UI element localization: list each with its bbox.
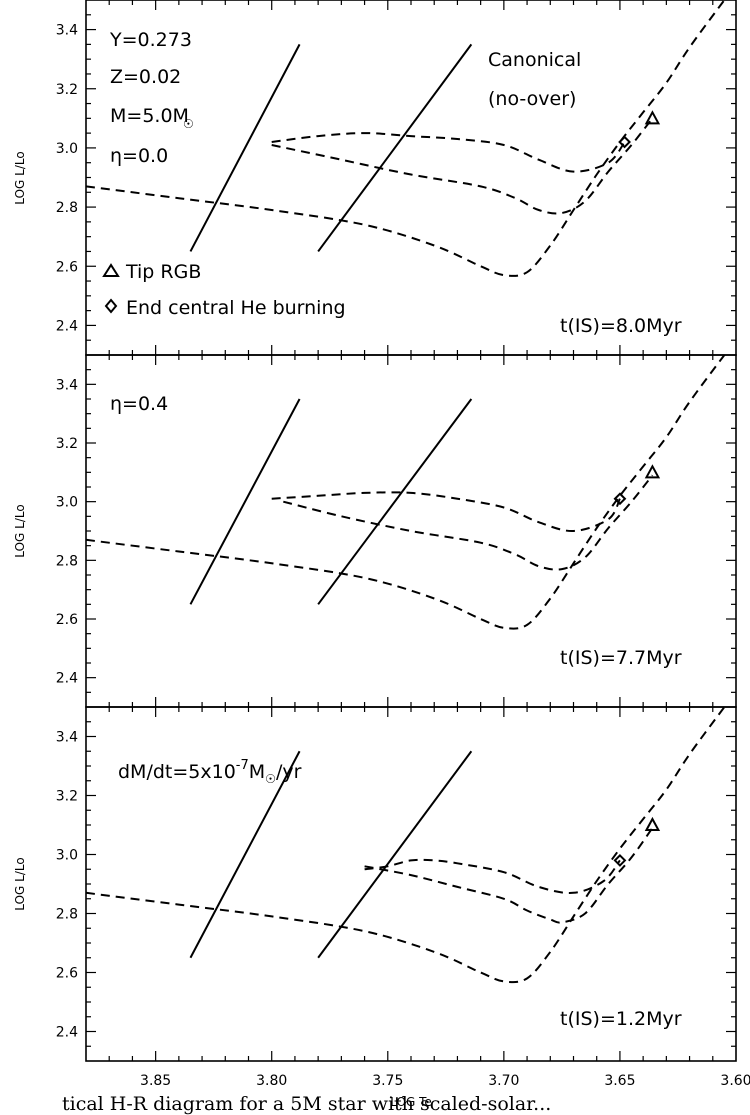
y-tick-label: 3.2 (56, 789, 78, 805)
annotation-metallicity: Z=0.02 (110, 66, 181, 88)
annotation-time: t(IS)=7.7Myr (560, 647, 682, 669)
x-tick-label: 3.65 (604, 1073, 635, 1089)
y-tick-label: 2.8 (56, 553, 78, 569)
x-tick-label: 3.70 (488, 1073, 519, 1089)
strip-edge-0 (189, 750, 301, 959)
track-2 (364, 858, 621, 894)
annotation-helium: Y=0.273 (109, 29, 192, 51)
strip-edge-0 (189, 398, 301, 605)
tip-rgb-marker (644, 816, 661, 831)
x-ticks: 3.85 3.80 3.75 3.70 3.65 3.60 (108, 707, 750, 1089)
panel-bottom: LOG L/Lo 2.4 2.6 2.8 3.0 3.2 3.4 3.85 3.80 3.75… (13, 706, 750, 1109)
legend-diamond-icon (104, 298, 118, 314)
track-2 (271, 132, 626, 173)
sun-symbol: ☉ (265, 772, 276, 786)
track-1 (271, 117, 654, 215)
x-axis-label: LOG Te (390, 1095, 432, 1109)
panel-top: LOG L/Lo 2.4 2.6 2.8 3.0 3.2 3.4 Y=0.273 Z=0.… (13, 0, 737, 356)
y-tick-label: 2.4 (56, 1025, 78, 1041)
y-ticks: 2.4 2.6 2.8 3.0 3.2 3.4 (56, 355, 736, 707)
instability-strip-edges (189, 750, 473, 959)
markers (613, 464, 661, 506)
y-axis-label: LOG L/Lo (13, 504, 27, 557)
legend-entry-end-he: End central He burning (126, 297, 346, 319)
strip-edge-1 (317, 750, 473, 959)
track-1 (364, 827, 654, 924)
legend-entry-tip-rgb: Tip RGB (125, 261, 201, 283)
y-tick-label: 2.6 (56, 966, 78, 982)
y-tick-label: 3.4 (56, 23, 78, 39)
evolutionary-tracks (85, 354, 726, 630)
track-0 (85, 706, 726, 984)
track-0 (85, 0, 726, 277)
mass-loss-mass: M (249, 761, 265, 783)
annotation-time: t(IS)=1.2Myr (560, 1008, 682, 1030)
x-tick-label: 3.85 (140, 1073, 171, 1089)
annotation-eta: η=0.4 (110, 393, 168, 415)
y-tick-label: 2.4 (56, 318, 78, 334)
y-tick-label: 2.6 (56, 259, 78, 275)
markers (613, 816, 661, 867)
end-he-burning-marker (613, 853, 627, 867)
tip-rgb-marker (644, 110, 661, 125)
y-tick-label: 3.4 (56, 730, 78, 746)
y-tick-label: 3.4 (56, 377, 78, 393)
mass-loss-exponent: -7 (236, 758, 249, 773)
figure-caption: tical H-R diagram for a 5M star with sca… (62, 1093, 552, 1115)
instability-strip-edges (189, 398, 473, 605)
annotation-eta: η=0.0 (110, 145, 168, 167)
x-tick-label: 3.80 (256, 1073, 287, 1089)
annotation-mass-text: M=5.0M (110, 105, 189, 127)
annotation-mass: M=5.0M (110, 105, 189, 127)
tip-rgb-marker (644, 464, 661, 479)
evolutionary-tracks (85, 0, 726, 277)
strip-edge-1 (317, 43, 473, 253)
legend: Tip RGB End central He burning (102, 261, 346, 319)
panel-middle: LOG L/Lo 2.4 2.6 2.8 3.0 3.2 3.4 η=0.4 t(IS)=… (13, 354, 737, 708)
annotation-mass-loss: dM/dt=5x10-7M☉/yr (118, 758, 302, 786)
y-tick-label: 3.2 (56, 82, 78, 98)
annotation-model: Canonical (488, 49, 581, 71)
markers (618, 110, 661, 149)
track-1 (283, 474, 654, 571)
legend-triangle-icon (102, 263, 120, 277)
mass-loss-unit: /yr (276, 761, 302, 783)
y-tick-label: 2.8 (56, 907, 78, 923)
y-tick-label: 3.0 (56, 848, 78, 864)
y-tick-label: 2.6 (56, 612, 78, 628)
strip-edge-0 (189, 43, 301, 252)
x-tick-label: 3.75 (372, 1073, 403, 1089)
mass-loss-base: dM/dt=5x10 (118, 761, 236, 783)
annotation-model-sub: (no-over) (488, 88, 576, 110)
track-2 (271, 491, 621, 533)
evolutionary-tracks (85, 706, 726, 984)
y-tick-label: 2.4 (56, 671, 78, 687)
y-tick-label: 2.8 (56, 200, 78, 216)
end-he-burning-marker (613, 492, 627, 506)
instability-strip-edges (189, 43, 473, 253)
y-axis-label: LOG L/Lo (13, 857, 27, 910)
strip-edge-1 (317, 398, 473, 605)
y-tick-label: 3.2 (56, 436, 78, 452)
x-tick-label: 3.60 (720, 1073, 750, 1089)
sun-symbol: ☉ (183, 117, 194, 131)
track-0 (85, 354, 726, 630)
y-tick-label: 3.0 (56, 141, 78, 157)
y-axis-label: LOG L/Lo (13, 151, 27, 204)
end-he-burning-marker (618, 135, 631, 149)
y-ticks: 2.4 2.6 2.8 3.0 3.2 3.4 (56, 0, 736, 355)
annotation-time: t(IS)=8.0Myr (560, 315, 682, 337)
y-ticks: 2.4 2.6 2.8 3.0 3.2 3.4 (56, 721, 736, 1047)
y-tick-label: 3.0 (56, 495, 78, 511)
